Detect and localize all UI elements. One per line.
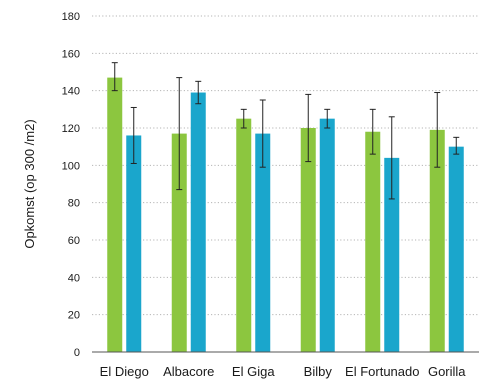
x-category-label: Bilby (304, 364, 333, 379)
y-axis-ticks: 0 20 40 60 80 100 120 140 160 180 (62, 11, 80, 359)
y-tick-label: 140 (62, 86, 80, 98)
y-tick-label: 120 (62, 123, 80, 135)
grid-lines (92, 15, 479, 316)
x-axis-categories: El Diego Albacore El Giga Bilby El Fortunado… (100, 364, 467, 379)
x-category-label: Gorilla (428, 364, 466, 379)
x-category-label: El Diego (100, 364, 149, 379)
bar (365, 131, 381, 352)
bar (319, 118, 335, 353)
y-tick-label: 180 (62, 11, 80, 23)
y-axis-label: Opkomst (op 300 /m2) (22, 119, 37, 248)
x-category-label: El Fortunado (345, 364, 419, 379)
y-tick-label: 80 (68, 198, 80, 210)
bar (190, 92, 206, 353)
y-tick-label: 20 (68, 310, 80, 322)
bar (448, 146, 464, 352)
x-category-label: El Giga (232, 364, 275, 379)
bar (107, 77, 123, 352)
bar (126, 135, 142, 352)
y-tick-label: 100 (62, 160, 80, 172)
bars (107, 77, 464, 353)
bar (236, 118, 252, 353)
bar (255, 133, 271, 352)
y-tick-label: 160 (62, 48, 80, 60)
x-category-label: Albacore (163, 364, 214, 379)
bar (384, 157, 400, 352)
error-bars (111, 62, 460, 200)
y-tick-label: 0 (74, 347, 80, 359)
y-tick-label: 60 (68, 235, 80, 247)
bar (429, 129, 445, 352)
y-tick-label: 40 (68, 272, 80, 284)
bar (300, 128, 316, 352)
bar (171, 133, 187, 352)
